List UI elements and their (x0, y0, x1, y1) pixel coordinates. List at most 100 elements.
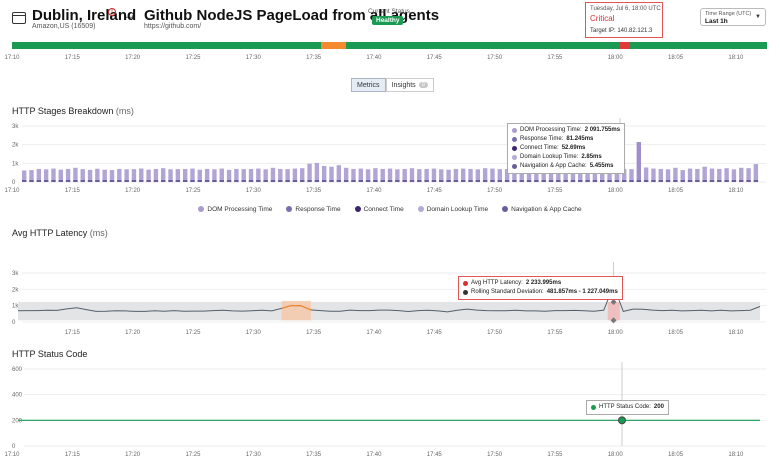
stages-chart[interactable]: 3k 2k 1k 0 17:10 17:15 17:20 17:25 17:30 17:35 17:… (0, 118, 780, 200)
status-tooltip-row: HTTP Status Code: 200 (591, 403, 664, 412)
latency-x-tick: 17:50 (487, 330, 503, 336)
stages-bar-base (409, 180, 415, 182)
legend-item[interactable]: DOM Processing Time (198, 204, 272, 214)
stages-bar-base (358, 180, 363, 182)
stages-bar (424, 168, 429, 182)
stages-bar-base (717, 180, 722, 182)
stages-bar (731, 169, 737, 182)
stages-bar-base (336, 180, 342, 182)
stages-bar-base (226, 180, 232, 182)
stages-x-tick: 18:05 (668, 188, 684, 194)
stages-bar-base (58, 180, 63, 182)
legend-dot-icon (286, 206, 293, 212)
legend-item[interactable]: Response Time (286, 204, 341, 214)
stages-bar-base (461, 180, 466, 182)
stages-bar-base (161, 180, 166, 182)
stages-legend: DOM Processing Time Response Time Connect … (0, 204, 780, 214)
status-dot-icon (591, 405, 596, 410)
stages-title-text: HTTP Stages Breakdown (12, 106, 114, 116)
stages-bar (395, 169, 400, 182)
stages-bar (109, 170, 115, 182)
stages-bar-base (87, 180, 93, 182)
stages-bar (329, 166, 334, 182)
stages-bar-base (731, 180, 737, 182)
stages-bar (402, 168, 407, 182)
stages-bar (182, 168, 188, 182)
stages-tooltip-label: Response Time: (520, 136, 564, 142)
test-url[interactable]: https://github.com/ (144, 23, 202, 30)
tab-metrics[interactable]: Metrics (351, 78, 386, 92)
stages-bar-base (263, 180, 268, 182)
latency-tooltip-label: Avg HTTP Latency: (471, 280, 523, 286)
stages-bar (702, 166, 707, 182)
stages-bar-base (439, 180, 444, 182)
stages-bar-base (578, 180, 583, 182)
stages-bar (643, 167, 649, 182)
stages-bar-base (22, 180, 27, 182)
timeline-critical-segment[interactable] (619, 42, 629, 49)
latency-chart[interactable]: 3k 2k 1k 0 17:15 17:20 17:25 17:30 17:35 17:40 17:… (0, 262, 780, 342)
series-dot-icon (512, 128, 517, 133)
status-timeline[interactable] (12, 42, 767, 49)
legend-item[interactable]: Navigation & App Cache (502, 204, 582, 214)
stages-bar (65, 168, 71, 182)
stages-bar (124, 169, 129, 182)
stages-bar (658, 168, 663, 182)
status-code-title: HTTP Status Code (12, 349, 88, 359)
stages-bar (300, 168, 305, 182)
stages-bar (490, 168, 495, 182)
stages-bar-base (673, 180, 678, 182)
stages-bar-base (278, 180, 283, 182)
stages-bar-base (51, 180, 56, 182)
stages-bar (409, 168, 415, 182)
stages-bar-base (270, 180, 276, 182)
status-highlight-point (618, 416, 626, 425)
stages-bar-base (321, 180, 327, 182)
stages-bar-base (124, 180, 129, 182)
location-info-icon[interactable]: ! (108, 8, 116, 16)
timeline-tick-label: 17:45 (426, 55, 442, 61)
stages-bar-base (570, 180, 576, 182)
critical-popup: Tuesday, Jul 6, 18:00 UTC Critical Targe… (585, 2, 663, 38)
stages-bar-base (702, 180, 707, 182)
stages-bar-base (504, 180, 510, 182)
stages-y-tick: 1k (12, 161, 19, 167)
status-code-chart[interactable]: 600 400 200 0 17:10 17:15 17:20 17:25 17:30 17:35… (0, 362, 780, 473)
stages-bar-base (219, 180, 224, 182)
stages-bar (475, 169, 481, 182)
stages-bar-base (285, 180, 290, 182)
stages-tooltip-value: 5.455ms (589, 163, 614, 169)
latency-warning-line (281, 304, 312, 311)
legend-item[interactable]: Domain Lookup Time (417, 204, 488, 214)
stages-bar (117, 168, 122, 182)
stages-bar-base (387, 180, 393, 182)
stages-bar-base (175, 180, 181, 182)
legend-dot-icon (502, 206, 509, 212)
tab-insights[interactable]: Insights 0 (385, 78, 434, 92)
stages-bar (146, 169, 151, 182)
stages-tooltip-row: Domain Lookup Time: 2.85ms (512, 153, 620, 162)
stages-bar-base (190, 180, 195, 182)
stages-bar (80, 169, 85, 182)
stages-bar-base (482, 180, 488, 182)
stages-bar-base (153, 180, 159, 182)
stages-bar-base (600, 180, 605, 182)
status-code-tooltip: HTTP Status Code: 200 (586, 400, 669, 415)
stages-bar (468, 168, 473, 182)
stages-unit: (ms) (115, 106, 134, 116)
latency-y-tick: 2k (12, 287, 19, 293)
series-dot-icon (512, 137, 517, 142)
stages-bar (592, 168, 598, 182)
stages-bar-base (95, 180, 100, 182)
latency-y-tick: 3k (12, 271, 19, 277)
legend-item[interactable]: Connect Time (354, 204, 404, 214)
latency-x-tick: 17:20 (125, 330, 141, 336)
latency-tooltip-row: Rolling Standard Deviation: 481.857ms - 1… (463, 288, 618, 297)
stages-bar-base (395, 180, 400, 182)
timeline-warning-segment[interactable] (321, 42, 346, 49)
time-range-select[interactable]: Time Range (UTC) Last 1h ▼ (700, 8, 766, 26)
series-dot-icon (512, 164, 517, 169)
stages-bar (563, 168, 568, 182)
stages-bar-base (446, 180, 451, 182)
stages-tooltip-value: 2 091.755ms (584, 127, 621, 133)
